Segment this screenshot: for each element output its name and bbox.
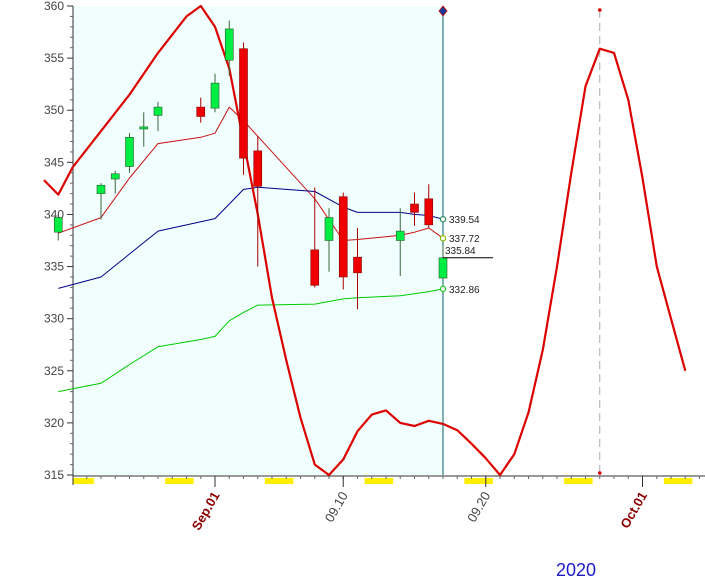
candle	[353, 227, 362, 310]
candle-body	[139, 126, 149, 130]
readout-dot	[439, 285, 447, 293]
candle	[310, 187, 320, 288]
weekend-mark	[165, 478, 194, 484]
candlesticks	[53, 20, 448, 310]
readout-dot	[439, 216, 447, 223]
candle	[395, 208, 405, 276]
candle-body	[338, 196, 348, 278]
y-tick-label: 315	[44, 468, 64, 482]
candle	[153, 101, 163, 132]
candle	[424, 184, 434, 228]
candle	[110, 170, 120, 194]
year-label: 2020	[556, 560, 597, 580]
candle-body	[324, 217, 334, 241]
candle-body	[210, 82, 220, 109]
candle-body	[310, 249, 320, 286]
wave-projection	[43, 4, 687, 477]
candle-body	[153, 106, 163, 116]
candle	[338, 192, 348, 290]
weekend-markers	[73, 478, 693, 484]
y-tick-label: 345	[44, 155, 64, 169]
y-tick-label: 350	[44, 103, 64, 117]
weekend-mark	[464, 478, 493, 484]
wave-line	[43, 4, 687, 477]
candle-body	[239, 48, 248, 159]
candle	[125, 133, 134, 173]
middle-band-line	[58, 186, 444, 289]
lower-band-readout: 332.86	[449, 285, 480, 296]
current-date-marker	[438, 5, 448, 17]
peak-bottom-marker	[597, 471, 602, 475]
candle	[139, 112, 149, 147]
candle-body	[395, 230, 405, 241]
upper-band-line	[58, 106, 444, 241]
last-close-readout: 335.84	[445, 246, 476, 257]
candle	[410, 192, 419, 226]
candle	[239, 42, 248, 175]
readout-dot	[439, 235, 447, 242]
weekend-mark	[73, 478, 94, 484]
y-tick-label: 335	[44, 260, 64, 274]
indicator-bands	[58, 106, 444, 393]
candle-body	[110, 173, 120, 180]
candle	[324, 208, 334, 272]
candle-body	[353, 256, 362, 274]
candle-body	[96, 184, 106, 194]
y-tick-label: 325	[44, 364, 64, 378]
candle	[96, 183, 106, 220]
candle-body	[224, 28, 234, 61]
weekend-mark	[264, 478, 294, 484]
middle-band-readout: 339.54	[449, 215, 480, 226]
lower-band-line	[58, 288, 444, 393]
candle	[196, 97, 206, 123]
candle	[53, 214, 63, 241]
candle-body	[410, 203, 419, 213]
candle-body	[125, 137, 134, 167]
y-tick-label: 360	[44, 0, 64, 13]
candle-body	[53, 217, 63, 233]
y-tick-label: 355	[44, 51, 64, 65]
candle-body	[253, 150, 263, 187]
weekend-mark	[663, 478, 693, 484]
candle-body	[438, 257, 448, 279]
peak-top-marker	[597, 8, 602, 12]
weekend-mark	[564, 478, 593, 484]
candle	[210, 73, 220, 113]
y-tick-label: 320	[44, 416, 64, 430]
candle-body	[424, 198, 434, 226]
candle	[224, 20, 234, 76]
candle-body	[196, 106, 206, 117]
y-tick-label: 330	[44, 312, 64, 326]
weekend-mark	[364, 478, 394, 484]
upper-band-readout: 337.72	[449, 234, 480, 245]
candle	[253, 136, 263, 267]
